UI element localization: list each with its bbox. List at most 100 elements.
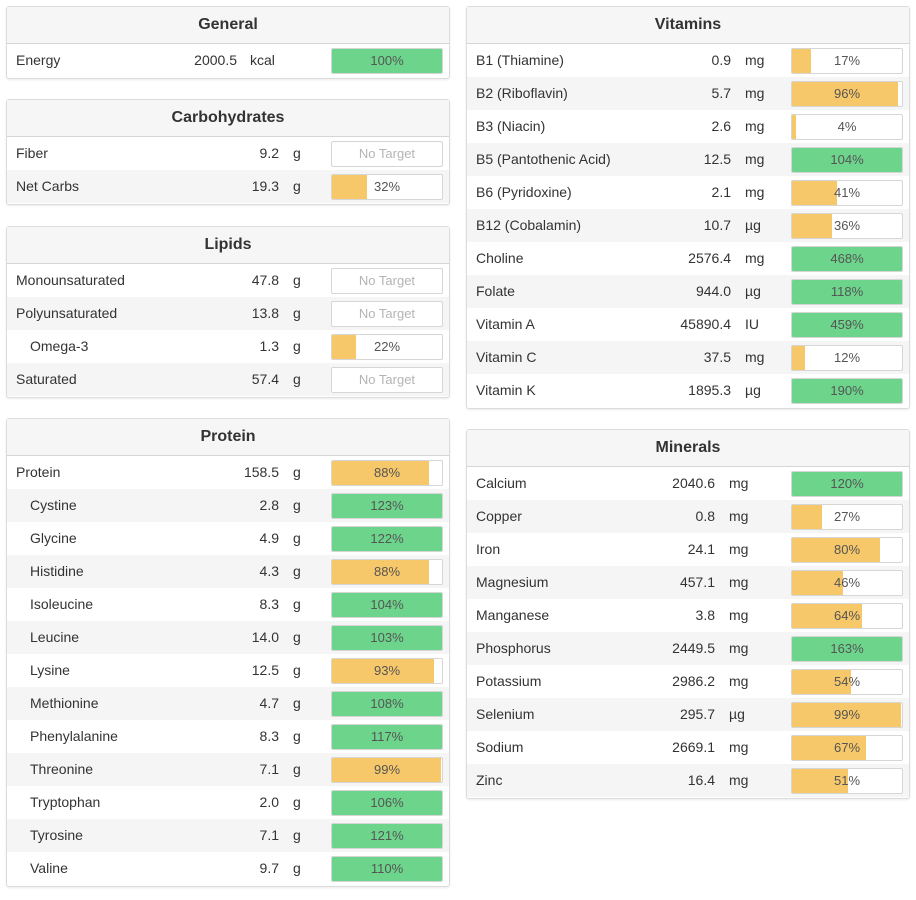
- nutrient-amount: 57.4: [251, 371, 279, 387]
- progress-fill: [332, 49, 442, 73]
- progress-label: 80%: [833, 542, 861, 557]
- target-progress-bar: 468%: [791, 246, 903, 272]
- nutrient-name: B12 (Cobalamin): [476, 217, 582, 233]
- progress-label: 88%: [373, 564, 401, 579]
- progress-label: 122%: [370, 531, 404, 546]
- nutrient-name: Sodium: [476, 739, 524, 755]
- progress-label: 36%: [833, 218, 861, 233]
- target-progress-bar: 121%: [331, 823, 443, 849]
- nutrient-amount: 2.6: [711, 118, 731, 134]
- target-progress-bar: 103%: [331, 625, 443, 651]
- nutrient-row: Vitamin C 37.5 mg 12%: [467, 341, 909, 374]
- nutrient-unit: mg: [729, 673, 749, 689]
- target-progress-bar: 110%: [331, 856, 443, 882]
- target-progress-bar: No Target: [331, 268, 443, 294]
- target-progress-bar: 93%: [331, 658, 443, 684]
- progress-label: 121%: [370, 828, 404, 843]
- nutrient-name: Iron: [476, 541, 501, 557]
- target-progress-bar: 99%: [791, 702, 903, 728]
- nutrient-unit: g: [293, 695, 301, 711]
- nutrient-unit: g: [293, 761, 301, 777]
- nutrient-amount: 2986.2: [672, 673, 715, 689]
- progress-label: 64%: [833, 608, 861, 623]
- progress-label: No Target: [358, 306, 416, 321]
- nutrient-row: Calcium 2040.6 mg 120%: [467, 467, 909, 500]
- nutrient-amount: 12.5: [703, 151, 731, 167]
- progress-label: No Target: [358, 273, 416, 288]
- nutrient-row: B5 (Pantothenic Acid) 12.5 mg 104%: [467, 143, 909, 176]
- target-progress-bar: 106%: [331, 790, 443, 816]
- minerals-title: Minerals: [467, 430, 909, 467]
- progress-label: 459%: [830, 317, 864, 332]
- nutrient-row: Phenylalanine 8.3 g 117%: [7, 720, 449, 753]
- progress-fill: [792, 49, 811, 73]
- nutrient-row: Fiber 9.2 g No Target: [7, 137, 449, 170]
- progress-fill: [332, 494, 442, 518]
- nutrient-unit: g: [293, 371, 301, 387]
- nutrient-amount: 944.0: [695, 283, 731, 299]
- progress-fill: [792, 247, 902, 271]
- nutrient-unit: mg: [745, 151, 765, 167]
- nutrient-name: Methionine: [30, 695, 99, 711]
- nutrient-row: Vitamin K 1895.3 µg 190%: [467, 374, 909, 407]
- nutrient-row: Folate 944.0 µg 118%: [467, 275, 909, 308]
- progress-label: 32%: [373, 179, 401, 194]
- progress-fill: [332, 857, 442, 881]
- nutrient-row: B6 (Pyridoxine) 2.1 mg 41%: [467, 176, 909, 209]
- nutrient-amount: 2.1: [711, 184, 731, 200]
- nutrient-unit: mg: [729, 607, 749, 623]
- nutrient-amount: 9.2: [259, 145, 279, 161]
- progress-fill: [792, 703, 901, 727]
- nutrient-amount: 7.1: [259, 761, 279, 777]
- target-progress-bar: 64%: [791, 603, 903, 629]
- progress-fill: [792, 280, 902, 304]
- progress-label: 468%: [830, 251, 864, 266]
- progress-label: 190%: [830, 383, 864, 398]
- nutrient-unit: mg: [729, 508, 749, 524]
- nutrient-unit: mg: [729, 574, 749, 590]
- nutrient-name: B3 (Niacin): [476, 118, 546, 134]
- nutrient-unit: g: [293, 178, 301, 194]
- nutrient-row: Leucine 14.0 g 103%: [7, 621, 449, 654]
- nutrient-amount: 295.7: [679, 706, 715, 722]
- target-progress-bar: No Target: [331, 301, 443, 327]
- progress-label: 103%: [370, 630, 404, 645]
- progress-fill: [332, 692, 442, 716]
- nutrient-unit: µg: [745, 217, 761, 233]
- progress-label: 4%: [837, 119, 857, 134]
- nutrient-unit: mg: [729, 739, 749, 755]
- target-progress-bar: 118%: [791, 279, 903, 305]
- nutrient-row: B1 (Thiamine) 0.9 mg 17%: [467, 44, 909, 77]
- progress-label: 99%: [833, 707, 861, 722]
- nutrient-row: Saturated 57.4 g No Target: [7, 363, 449, 396]
- target-progress-bar: No Target: [331, 367, 443, 393]
- nutrient-amount: 3.8: [695, 607, 715, 623]
- progress-fill: [792, 505, 822, 529]
- nutrient-row: Lysine 12.5 g 93%: [7, 654, 449, 687]
- progress-fill: [792, 670, 852, 694]
- nutrient-name: Tyrosine: [30, 827, 83, 843]
- nutrient-row: Valine 9.7 g 110%: [7, 852, 449, 885]
- nutrient-amount: 2040.6: [672, 475, 715, 491]
- target-progress-bar: 51%: [791, 768, 903, 794]
- nutrient-unit: mg: [729, 640, 749, 656]
- progress-fill: [332, 659, 435, 683]
- nutrient-amount: 2.0: [259, 794, 279, 810]
- progress-label: 120%: [830, 476, 864, 491]
- vitamins-rows: B1 (Thiamine) 0.9 mg 17% B2 (Riboflavin) 5.7 m…: [467, 44, 909, 407]
- nutrient-unit: mg: [745, 184, 765, 200]
- progress-label: 104%: [370, 597, 404, 612]
- nutrient-amount: 12.5: [251, 662, 279, 678]
- nutrient-unit: mg: [745, 118, 765, 134]
- progress-label: 54%: [833, 674, 861, 689]
- nutrient-row: Potassium 2986.2 mg 54%: [467, 665, 909, 698]
- progress-label: 93%: [373, 663, 401, 678]
- nutrient-row: Omega-3 1.3 g 22%: [7, 330, 449, 363]
- progress-label: 104%: [830, 152, 864, 167]
- nutrient-name: Omega-3: [30, 338, 89, 354]
- progress-fill: [792, 148, 902, 172]
- progress-fill: [792, 637, 902, 661]
- nutrient-amount: 7.1: [259, 827, 279, 843]
- nutrient-row: Tryptophan 2.0 g 106%: [7, 786, 449, 819]
- nutrient-amount: 13.8: [251, 305, 279, 321]
